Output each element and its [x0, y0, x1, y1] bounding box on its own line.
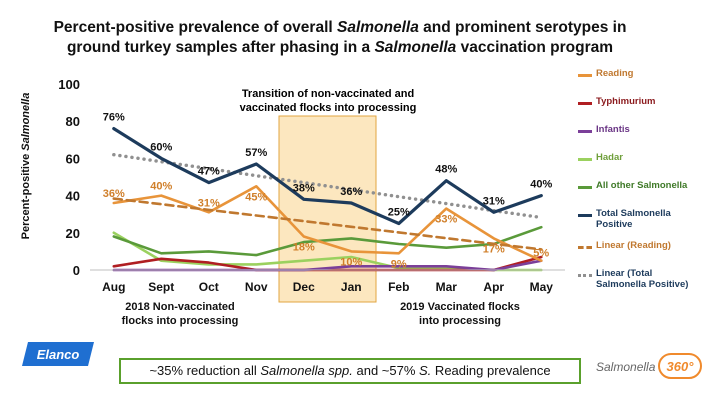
- legend-swatch: [578, 274, 592, 277]
- legend-swatch: [578, 186, 592, 189]
- legend-label: All other Salmonella: [596, 180, 688, 191]
- legend-label-line-2: Salmonella Positive): [596, 279, 689, 290]
- title-part-italic: Salmonella: [337, 19, 419, 36]
- legend-label-line-1: Total Salmonella: [596, 208, 671, 219]
- x-tick-label: Jan: [341, 280, 362, 294]
- data-label-reading: 10%: [340, 256, 362, 268]
- legend-label: Typhimurium: [596, 96, 656, 107]
- x-tick-label: Apr: [483, 280, 504, 294]
- x-tick-label: Dec: [293, 280, 315, 294]
- footnote-2019: 2019 Vaccinated flocks into processing: [380, 300, 540, 328]
- series-line-all-other-salmonella: [112, 225, 543, 257]
- legend-swatch: [578, 214, 592, 217]
- footnote-line-2: into processing: [419, 315, 501, 327]
- x-tick-label: Sept: [148, 280, 174, 294]
- banner-part: and ~57%: [352, 363, 420, 378]
- x-tick-label: Feb: [388, 280, 409, 294]
- data-label-reading: 18%: [293, 242, 315, 254]
- title-part-italic: Salmonella: [374, 39, 457, 56]
- data-label-total: 48%: [435, 164, 457, 176]
- badge-360-text: 360°: [667, 359, 695, 374]
- data-label-total: 47%: [198, 166, 220, 178]
- legend-swatch: [578, 74, 592, 77]
- legend-label-line-1: Linear (Total: [596, 268, 653, 279]
- title-part: vaccination program: [456, 39, 614, 56]
- legend-swatch: [578, 158, 592, 161]
- legend-label: Linear (Total Salmonella Positive): [596, 268, 688, 290]
- data-label-reading: 33%: [435, 214, 457, 226]
- data-label-total: 76%: [103, 112, 125, 124]
- data-label-total: 60%: [150, 141, 172, 153]
- x-tick-label: Aug: [102, 280, 125, 294]
- chart-title: Percent-positive prevalence of overall S…: [30, 18, 650, 58]
- salmonella-logo-text: Salmonella: [596, 360, 656, 374]
- data-label-reading: 40%: [150, 181, 172, 193]
- badge-360-icon: 360°: [658, 353, 702, 379]
- title-line-2: ground turkey samples after phasing in a…: [30, 38, 650, 58]
- legend-label: Infantis: [596, 124, 630, 135]
- banner-part: ~35% reduction all: [149, 363, 261, 378]
- axis-layer: 0 20 40 60 80 100 Aug Sept Oct Nov Dec Jan Feb Mar Apr…: [58, 77, 565, 294]
- title-part: Percent-positive prevalence of overall: [53, 19, 337, 36]
- data-label-layer: 76% 60% 47% 57% 38% 36% 25% 48% 31% 40% 36% 40% 31% 4…: [103, 112, 553, 271]
- x-tick-label: May: [530, 280, 554, 294]
- legend-swatch: [578, 102, 592, 105]
- data-label-reading: 17%: [483, 243, 505, 255]
- data-label-total: 38%: [293, 182, 315, 194]
- y-tick-label: 20: [66, 226, 80, 241]
- series-line-linear-total-salmonella-positive-: [112, 152, 543, 220]
- data-label-total: 25%: [388, 207, 410, 219]
- legend-label: Linear (Reading): [596, 240, 671, 251]
- title-line-1: Percent-positive prevalence of overall S…: [30, 18, 650, 38]
- banner-part-italic: Salmonella spp.: [260, 363, 353, 378]
- footnote-line-1: 2019 Vaccinated flocks: [400, 301, 520, 313]
- x-tick-label: Nov: [245, 280, 268, 294]
- series-line-total-salmonella-positive: [112, 127, 543, 226]
- legend-label-line-2: Positive: [596, 219, 633, 230]
- legend-swatch: [578, 130, 592, 133]
- annotation-line-1: Transition of non-vaccinated and: [242, 88, 414, 100]
- elanco-logo: Elanco: [22, 342, 94, 366]
- y-tick-label: 40: [66, 189, 80, 204]
- data-label-reading: 9%: [391, 258, 407, 270]
- x-tick-label: Mar: [436, 280, 458, 294]
- data-label-total: 31%: [483, 195, 505, 207]
- annotation-line-2: vaccinated flocks into processing: [240, 102, 417, 114]
- salmonella-360-logo: Salmonella 360°: [596, 352, 706, 382]
- data-label-reading: 31%: [198, 197, 220, 209]
- footnote-2018: 2018 Non-vaccinated flocks into processi…: [100, 300, 260, 328]
- title-part: and prominent serotypes in: [418, 19, 627, 36]
- elanco-logo-text: Elanco: [37, 347, 80, 362]
- legend-label: Total Salmonella Positive: [596, 208, 671, 230]
- legend-label: Reading: [596, 68, 634, 79]
- data-label-reading: 5%: [533, 248, 549, 260]
- summary-banner: ~35% reduction all Salmonella spp. and ~…: [119, 358, 581, 384]
- footnote-line-2: flocks into processing: [121, 315, 239, 327]
- y-tick-label: 60: [66, 151, 80, 166]
- footnote-line-1: 2018 Non-vaccinated: [125, 301, 235, 313]
- banner-part: Reading prevalence: [431, 363, 551, 378]
- legend-label: Hadar: [596, 152, 623, 163]
- data-label-reading: 36%: [103, 188, 125, 200]
- y-tick-label: 0: [73, 263, 80, 278]
- data-label-total: 36%: [340, 186, 362, 198]
- data-label-total: 57%: [245, 147, 267, 159]
- series-line-linear-reading-: [112, 197, 543, 251]
- data-label-reading: 45%: [245, 191, 267, 203]
- legend-swatch: [578, 246, 592, 249]
- series-line-reading: [112, 185, 543, 263]
- y-tick-label: 80: [66, 114, 80, 129]
- title-part: ground turkey samples after phasing in a: [66, 39, 375, 56]
- data-label-total: 40%: [530, 179, 552, 191]
- x-tick-label: Oct: [199, 280, 219, 294]
- y-tick-label: 100: [58, 77, 80, 92]
- banner-part-italic: S.: [419, 363, 432, 378]
